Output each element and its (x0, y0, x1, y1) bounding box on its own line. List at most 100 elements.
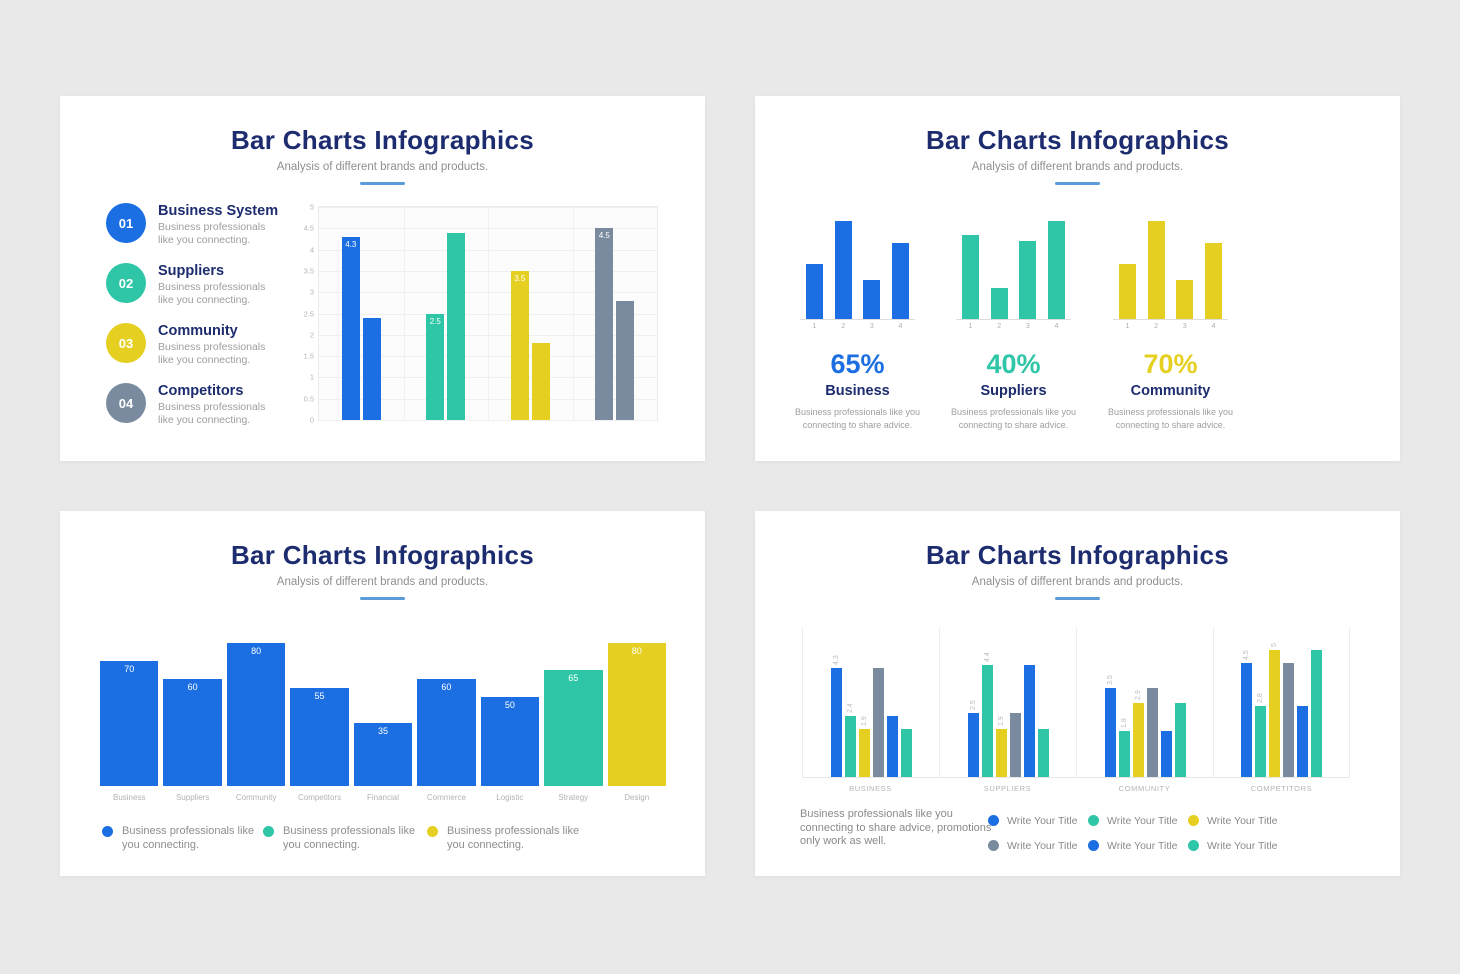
bar-value-label: 3.5 (1106, 675, 1114, 686)
list-item-description: Business professionals like you connecti… (158, 341, 266, 366)
bar (1132, 703, 1144, 777)
list-item-number-badge: 02 (106, 263, 146, 303)
y-axis-tick-label: 0 (309, 415, 314, 425)
slide-title: Bar Charts Infographics (230, 540, 535, 570)
legend-item: Business professionals like you connecti… (263, 824, 418, 852)
slide-title: Bar Charts Infographics (925, 540, 1230, 570)
title-underline-rule (1055, 182, 1100, 185)
grouped-bar-chart: 5 4.5 4 3.5 3 2.5 2 1.5 1 0.5 0 4.3 2.5 3.5 4.5 (304, 203, 658, 425)
bar-value-label: 55 (314, 690, 325, 701)
bar: 60 (417, 678, 476, 786)
bar-value-label: 4.5 (1243, 649, 1250, 660)
list-item-title: Competitors (158, 383, 244, 399)
bar-value-label: 4.3 (832, 654, 840, 665)
legend-item: Write Your Title (1188, 833, 1288, 858)
bar (1037, 728, 1049, 777)
x-axis-labels: 1 2 3 4 (1113, 323, 1228, 330)
legend-label: Write Your Title (1207, 814, 1278, 827)
bar (962, 234, 979, 319)
x-axis-tick-label: 4 (1211, 323, 1216, 330)
bar-group-column: 3.5 1.8 2.9 COMMUNITY (1076, 628, 1213, 793)
stat-section: 1 2 3 4 65% Business Business professionals li… (780, 221, 935, 432)
bar-value-label: 50 (504, 699, 515, 710)
bar-value-label: 4.5 (598, 231, 610, 241)
bar-value-label: 3.5 (514, 273, 526, 283)
list-item-text: Suppliers Business professionals like you… (158, 263, 278, 307)
bar: 65 (544, 669, 603, 786)
y-axis-tick-label: 3 (309, 287, 314, 297)
bar-group-column: 4.3 2.4 1.9 BUSINESS (802, 628, 939, 793)
legend-item: Write Your Title (1088, 833, 1188, 858)
bar: 35 (353, 723, 413, 786)
bar-value-label: 2.5 (429, 316, 441, 326)
bar-value-label: 2.9 (1134, 690, 1142, 701)
bar-value-label: 80 (251, 646, 262, 656)
bar-value-label: 2.5 (969, 700, 977, 711)
legend-label: Business professionals like you connecti… (447, 825, 580, 851)
bar (1047, 221, 1065, 319)
stat-section: 1 2 3 4 70% Community Business professionals l… (1093, 221, 1248, 432)
bar (886, 715, 898, 777)
bar-value-label: 1.9 (997, 715, 1005, 726)
numbered-feature-list: 01 Business System Business professionals … (106, 203, 306, 443)
x-axis-tick-label: 4 (898, 323, 903, 330)
bar (858, 728, 870, 777)
title-underline-rule (360, 597, 405, 600)
bar-value-label: 1.9 (860, 715, 868, 726)
legend-color-dot (1088, 815, 1099, 826)
legend-label: Write Your Title (1107, 814, 1178, 827)
x-axis-tick-label: Suppliers (175, 793, 210, 802)
list-item-number-badge: 03 (106, 323, 146, 363)
stat-description: Business professionals like you connecti… (950, 407, 1077, 430)
bar (891, 242, 909, 319)
bar-wrapper (886, 628, 898, 777)
y-axis-tick-label: 2.5 (303, 309, 314, 318)
group-label: SUPPLIERS (983, 784, 1032, 793)
bar (447, 232, 466, 420)
stat-section: 1 2 3 4 40% Suppliers Business professionals l… (936, 221, 1091, 432)
y-axis-tick-label: 1 (309, 372, 314, 382)
bar-wrapper (1160, 628, 1172, 777)
group-label: COMPETITORS (1250, 784, 1313, 793)
list-item-text: Competitors Business professionals like y… (158, 383, 278, 427)
bar (1119, 264, 1136, 319)
x-axis-tick-label: Competitors (297, 793, 342, 802)
y-axis-tick-label: 4 (309, 245, 314, 255)
mini-bar-chart (800, 221, 915, 320)
slide-title: Bar Charts Infographics (230, 125, 535, 155)
bar-group-column: 4.5 2.8 5 COMPETITORS (1213, 628, 1350, 793)
chart-legend: Write Your Title Write Your Title Write Yo… (988, 808, 1288, 858)
y-axis-tick-label: 2 (309, 330, 314, 340)
list-item-title: Suppliers (158, 263, 225, 279)
x-axis-tick-label: Strategy (558, 793, 589, 802)
legend-item: Write Your Title (1188, 808, 1288, 833)
legend-item: Write Your Title (988, 808, 1088, 833)
legend-color-dot (1188, 840, 1199, 851)
legend-color-dot (1088, 840, 1099, 851)
bar-wrapper (1297, 628, 1308, 777)
bar (1297, 705, 1308, 777)
stat-percentage: 65% (830, 349, 885, 379)
bar (863, 279, 881, 319)
y-axis-tick-label: 1.5 (303, 351, 314, 361)
bar-value-label: 1.8 (1120, 718, 1128, 729)
bar-wrapper (1037, 628, 1049, 777)
gridline-vertical (403, 207, 405, 420)
bars-row: 70 60 80 55 35 60 50 65 80 (100, 643, 666, 786)
group-label: BUSINESS (849, 784, 892, 793)
bar (806, 264, 823, 319)
x-axis-tick-label: 1 (812, 323, 817, 330)
bar: 55 (290, 687, 349, 786)
bar-value-label: 5 (1271, 642, 1278, 647)
bar (1311, 649, 1322, 777)
group-label: COMMUNITY (1118, 784, 1171, 793)
legend-color-dot (988, 815, 999, 826)
legend-color-dot (427, 826, 438, 837)
legend-color-dot (988, 840, 999, 851)
bar (872, 667, 884, 777)
bar-wrapper: 4.4 (981, 628, 993, 777)
bar-wrapper: 1.8 (1118, 628, 1130, 777)
list-item-title: Community (158, 323, 238, 339)
bar-wrapper: 3.5 (1104, 628, 1116, 777)
x-axis-tick-label: Logistic (496, 793, 524, 802)
